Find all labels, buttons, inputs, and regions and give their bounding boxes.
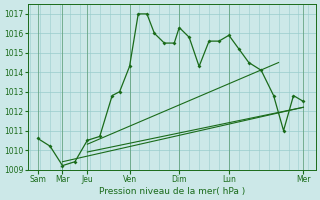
- X-axis label: Pression niveau de la mer( hPa ): Pression niveau de la mer( hPa ): [99, 187, 245, 196]
